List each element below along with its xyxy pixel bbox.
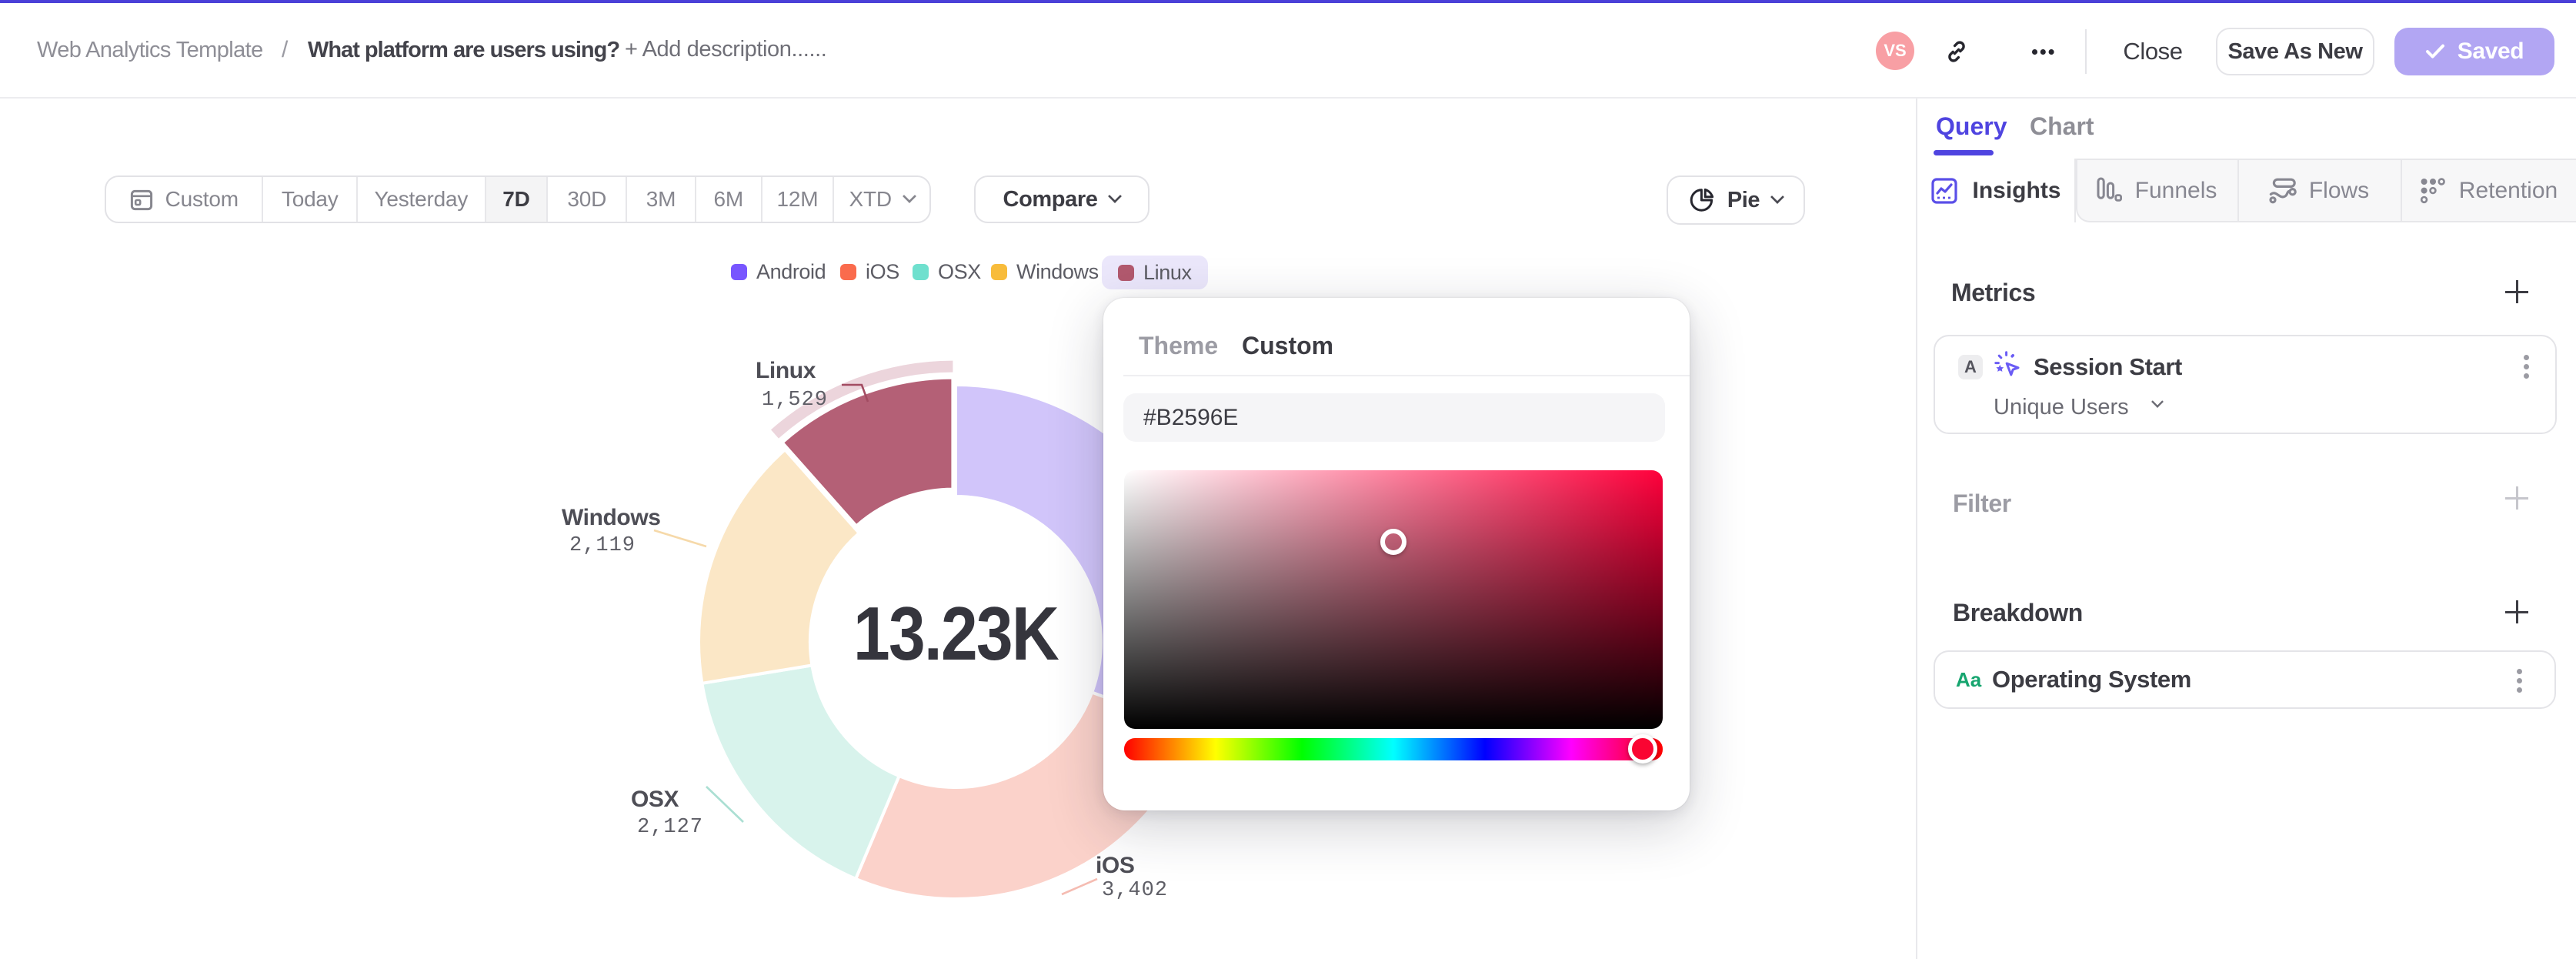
svg-text:13.23K: 13.23K	[853, 591, 1059, 676]
